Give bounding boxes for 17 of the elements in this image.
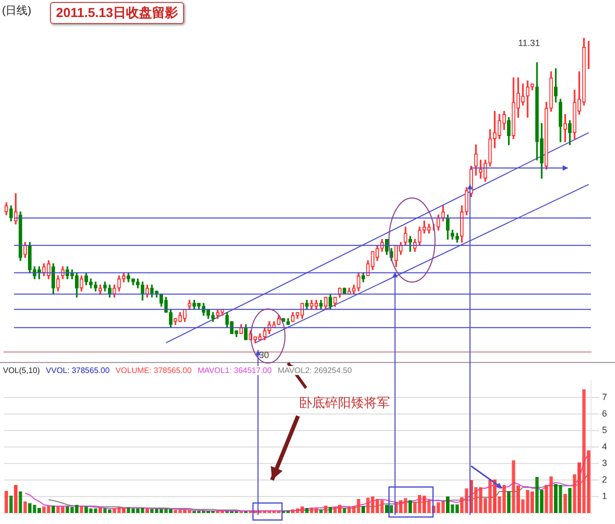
y-tick-label: 5 [602,424,608,435]
chart-title: VOL(5,10) [3,366,40,375]
text: VVOL: 378565.00 [46,366,110,375]
y-tick-label: 1 [602,490,608,501]
text: 30 [259,350,270,360]
y-tick-label: 2 [602,474,608,484]
chart-title: 2011.5.13日收盘留影 [50,2,184,24]
chart-subtitle: (日线) [2,4,32,18]
y-tick-label: 4 [602,441,608,452]
text: VOLUME: 378565.00 [116,366,192,375]
y-tick-label: 6 [602,408,608,418]
y-tick-label: 7 [602,392,608,402]
text: MAVOL2: 269254.50 [278,366,352,375]
annotation: 卧底碎阳矮将军 [299,394,390,412]
annotation: 11.31 [518,38,540,48]
text: MAVOL1: 364517.00 [198,366,272,375]
y-tick-label: 3 [602,458,608,468]
